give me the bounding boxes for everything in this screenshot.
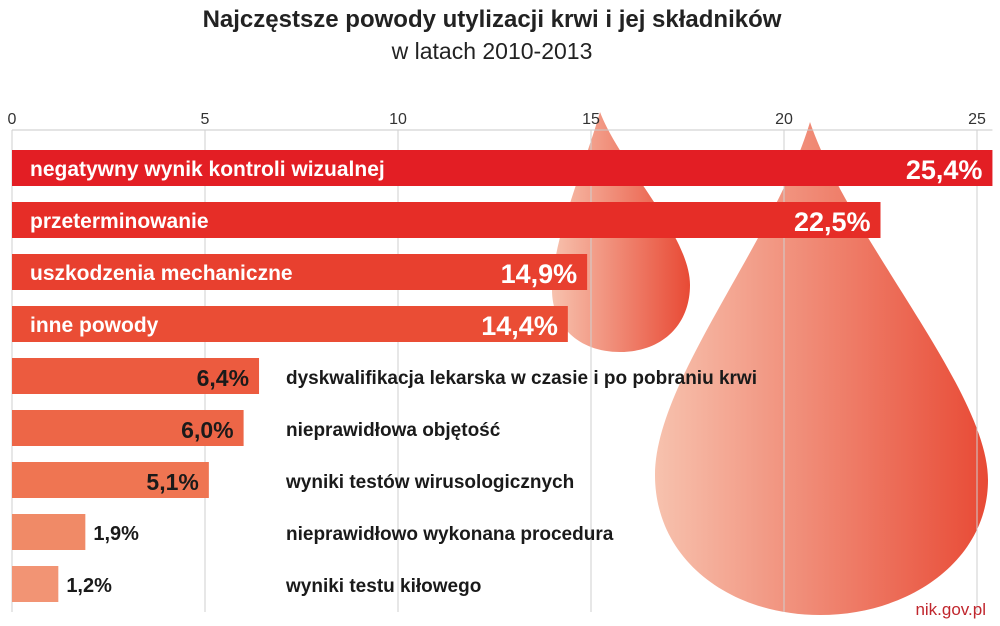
x-tick-label: 0 bbox=[8, 111, 17, 128]
bar bbox=[12, 410, 244, 446]
bar-category-label: inne powody bbox=[30, 314, 159, 337]
blood-drop-small bbox=[552, 112, 690, 352]
bar bbox=[12, 514, 86, 550]
bar bbox=[12, 566, 59, 602]
bar-category-label: wyniki testów wirusologicznych bbox=[285, 472, 574, 493]
bar-category-label: przeterminowanie bbox=[30, 210, 209, 233]
bar bbox=[12, 306, 568, 342]
bar bbox=[12, 150, 993, 186]
bar-category-label: uszkodzenia mechaniczne bbox=[30, 262, 293, 285]
bar-value-label: 1,2% bbox=[66, 575, 112, 597]
bar-value-label: 14,4% bbox=[481, 311, 558, 341]
bar-category-label: negatywny wynik kontroli wizualnej bbox=[30, 158, 385, 181]
bar bbox=[12, 202, 881, 238]
blood-drop-large bbox=[655, 122, 988, 615]
bar-category-label: nieprawidłowo wykonana procedura bbox=[286, 524, 614, 545]
chart-title: Najczęstsze powody utylizacji krwi i jej… bbox=[202, 6, 782, 33]
x-tick-label: 10 bbox=[389, 111, 407, 128]
bar-value-label: 5,1% bbox=[146, 469, 198, 495]
bar bbox=[12, 358, 260, 394]
bar-value-label: 25,4% bbox=[906, 155, 983, 185]
x-tick-label: 20 bbox=[775, 111, 793, 128]
bar-value-label: 14,9% bbox=[501, 259, 578, 289]
bar-value-label: 6,0% bbox=[181, 417, 233, 443]
bar-category-label: dyskwalifikacja lekarska w czasie i po p… bbox=[286, 368, 757, 389]
x-tick-label: 5 bbox=[201, 111, 210, 128]
x-tick-label: 15 bbox=[582, 111, 600, 128]
bar bbox=[12, 254, 588, 290]
bar-value-label: 22,5% bbox=[794, 207, 871, 237]
bar-category-label: nieprawidłowa objętość bbox=[286, 420, 501, 441]
bar-value-label: 6,4% bbox=[197, 365, 249, 391]
bar bbox=[12, 462, 209, 498]
source-credit: nik.gov.pl bbox=[915, 600, 986, 619]
bar-value-label: 1,9% bbox=[93, 523, 139, 545]
bar-category-label: wyniki testu kiłowego bbox=[285, 576, 481, 597]
x-tick-label: 25 bbox=[968, 111, 986, 128]
chart-subtitle: w latach 2010-2013 bbox=[391, 38, 593, 64]
